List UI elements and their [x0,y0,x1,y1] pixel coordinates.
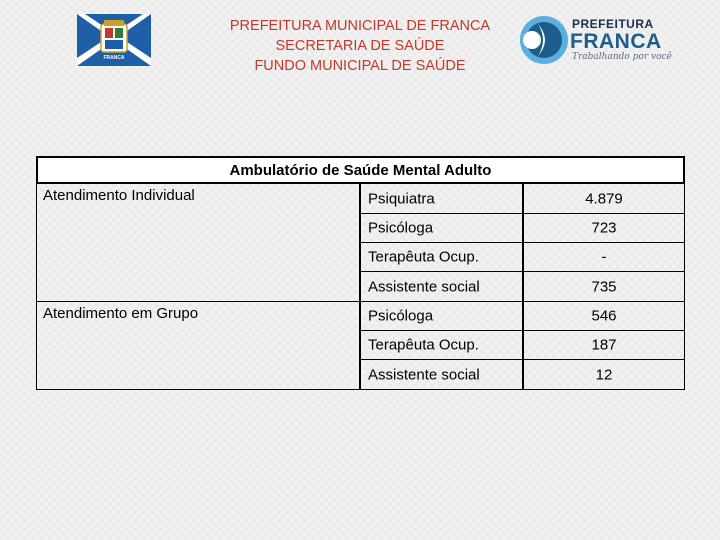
logo-tagline: Trabalhando por você [572,52,672,62]
table-row-value: 187 [523,330,685,360]
value-label: 546 [591,307,617,325]
professional-label: Psicóloga [368,307,434,325]
table-row-value: 4.879 [523,184,685,214]
table-row-value: 12 [523,359,685,390]
value-label: 723 [591,219,617,237]
table-row-professional: Assistente social [360,271,523,302]
table-row-professional: Assistente social [360,359,523,390]
logo-franca-text: FRANCA [570,30,662,53]
table-title: Ambulatório de Saúde Mental Adulto [38,158,683,182]
professional-label: Terapêuta Ocup. [368,248,479,266]
header-title-block: PREFEITURA MUNICIPAL DE FRANCA SECRETARI… [200,16,520,76]
value-label: 4.879 [585,190,623,207]
value-label: 12 [595,366,613,383]
prefeitura-franca-logo: PREFEITURA FRANCA Trabalhando por você [518,14,672,66]
professional-label: Psicóloga [368,219,434,237]
table-row-value: 546 [523,301,685,331]
table-row-value: - [523,242,685,272]
group-cell-individual: Atendimento Individual [36,184,360,302]
value-label: - [601,248,607,266]
table-row-value: 723 [523,213,685,243]
table-row-value: 735 [523,271,685,302]
table-row-professional: Psicóloga [360,301,523,331]
professional-label: Assistente social [368,278,480,295]
value-label: 735 [591,278,617,295]
header-line-3: FUNDO MUNICIPAL DE SAÚDE [254,58,466,74]
table-row-professional: Terapêuta Ocup. [360,242,523,272]
table-title-bar: Ambulatório de Saúde Mental Adulto [36,156,685,184]
header-line-2: SECRETARIA DE SAÚDE [275,38,445,54]
crest-text: FRANCA [103,55,125,61]
professional-label: Terapêuta Ocup. [368,336,479,354]
table-row-professional: Psicóloga [360,213,523,243]
city-coat-of-arms-icon [77,14,151,66]
header-line-1: PREFEITURA MUNICIPAL DE FRANCA [229,18,491,34]
group-cell-grupo: Atendimento em Grupo [36,301,360,390]
professional-label: Psiquiatra [368,190,435,207]
group-label-grupo: Atendimento em Grupo [43,305,199,322]
value-label: 187 [591,336,617,354]
prefeitura-franca-logo-icon [520,16,568,64]
table-row-professional: Terapêuta Ocup. [360,330,523,360]
professional-label: Assistente social [368,366,480,383]
group-label-individual: Atendimento Individual [43,187,195,204]
table-row-professional: Psiquiatra [360,184,523,214]
logo-prefeitura-text: PREFEITURA [572,17,654,31]
